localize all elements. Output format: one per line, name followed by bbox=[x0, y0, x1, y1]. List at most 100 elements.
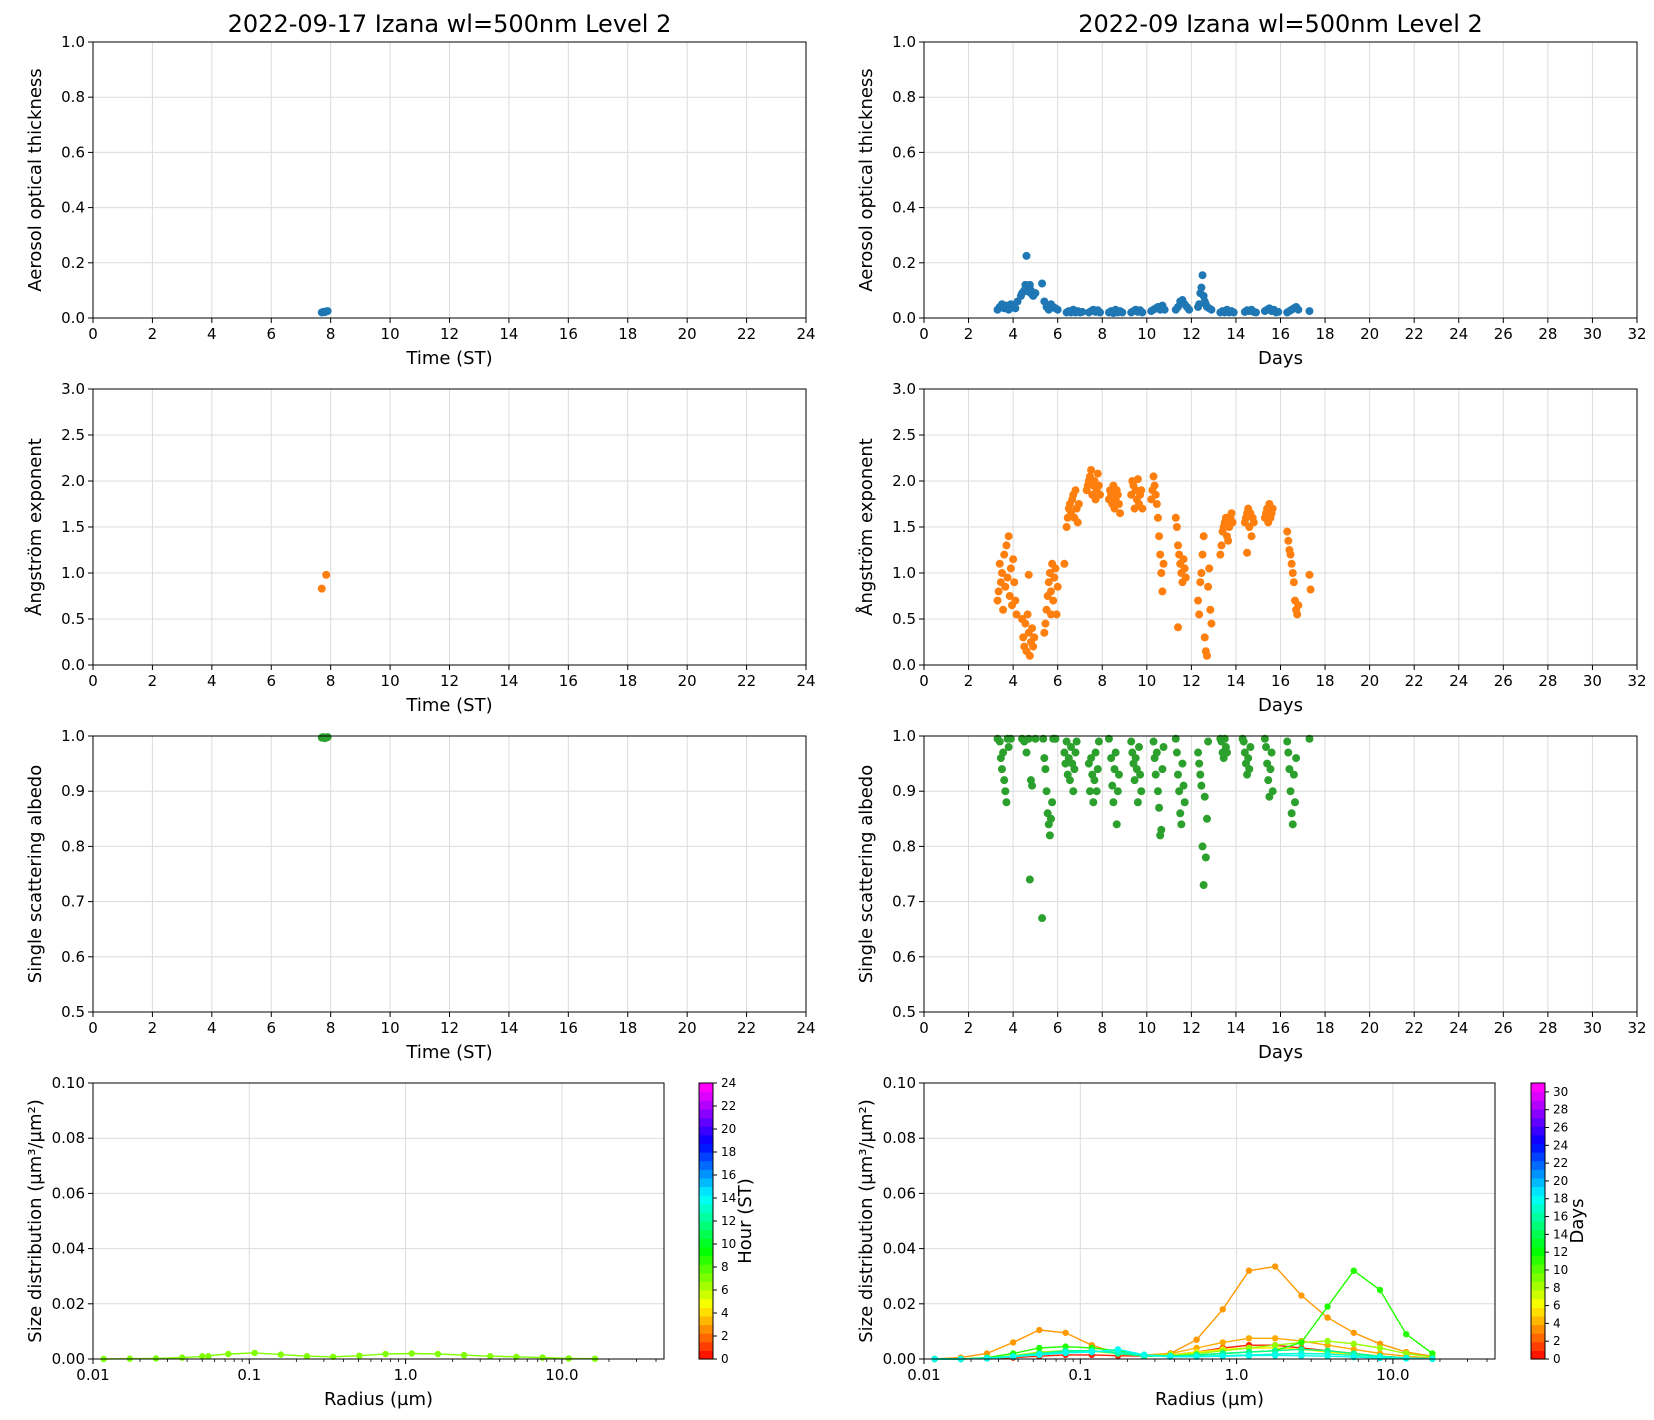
x-tick-label: 14 bbox=[499, 1019, 518, 1037]
x-tick-label: 2 bbox=[964, 325, 974, 343]
x-tick-label: 10.0 bbox=[545, 1366, 578, 1384]
colorbar-segment bbox=[699, 1281, 713, 1291]
data-point bbox=[1047, 814, 1056, 823]
data-point bbox=[1091, 748, 1100, 757]
chart-ae_day: 0 2 4 6 8 10 12 14 16 18 20 22 240.00.51.01.52.02.53… bbox=[24, 380, 816, 716]
data-point bbox=[1024, 734, 1033, 743]
data-point bbox=[1227, 509, 1236, 518]
x-tick-label: 12 bbox=[440, 325, 459, 343]
data-point bbox=[1044, 578, 1053, 587]
data-point bbox=[1180, 798, 1189, 807]
data-point bbox=[1114, 500, 1123, 508]
x-tick-label: 2 bbox=[964, 1019, 974, 1037]
data-point bbox=[1155, 803, 1164, 812]
x-axis-label: Time (ST) bbox=[405, 1042, 492, 1063]
colorbar-segment bbox=[1531, 1134, 1545, 1144]
data-point bbox=[1047, 587, 1056, 596]
colorbar-segment bbox=[1531, 1117, 1545, 1127]
x-tick-label: 22 bbox=[1405, 1019, 1424, 1037]
data-point bbox=[1284, 536, 1293, 545]
x-tick-label: 10 bbox=[1137, 1019, 1156, 1037]
y-tick-label: 0.0 bbox=[892, 309, 916, 327]
data-point bbox=[1022, 748, 1031, 757]
colorbar-tick-label: 0 bbox=[721, 1352, 729, 1366]
series-point bbox=[1350, 1267, 1357, 1274]
y-tick-label: 0.8 bbox=[61, 837, 85, 855]
data-point bbox=[1028, 781, 1037, 790]
x-tick-label: 6 bbox=[266, 672, 276, 690]
y-axis-label: Size distribution (µm³/µm²) bbox=[25, 1099, 46, 1342]
data-point bbox=[1118, 308, 1127, 317]
series-point bbox=[1271, 1342, 1279, 1349]
data-point bbox=[1052, 610, 1061, 619]
data-point bbox=[1160, 305, 1169, 314]
x-tick-label: 1.0 bbox=[1225, 1366, 1249, 1384]
x-tick-label: 0 bbox=[88, 672, 98, 690]
data-point bbox=[1152, 500, 1161, 508]
y-tick-label: 0.10 bbox=[52, 1074, 85, 1092]
x-tick-label: 30 bbox=[1583, 672, 1602, 690]
colorbar-tick-label: 22 bbox=[1553, 1156, 1568, 1170]
chart-title: 2022-09 Izana wl=500nm Level 2 bbox=[1078, 10, 1483, 38]
data-point bbox=[995, 559, 1004, 568]
data-point bbox=[994, 587, 1003, 596]
colorbar-segment bbox=[1531, 1315, 1545, 1326]
series-line bbox=[202, 1352, 596, 1360]
x-tick-label: 6 bbox=[1053, 1019, 1063, 1037]
x-tick-label: 8 bbox=[1097, 325, 1107, 343]
data-point bbox=[1287, 559, 1296, 568]
colorbar-tick-label: 24 bbox=[721, 1076, 736, 1090]
data-point bbox=[1003, 573, 1012, 582]
colorbar-segment bbox=[1531, 1255, 1545, 1265]
data-point bbox=[1266, 765, 1275, 774]
data-point bbox=[1038, 279, 1047, 288]
data-point bbox=[1060, 748, 1069, 757]
series-point bbox=[1324, 1337, 1331, 1345]
y-tick-label: 2.0 bbox=[61, 472, 85, 490]
data-point bbox=[1060, 559, 1069, 568]
data-point bbox=[1025, 651, 1034, 660]
data-point bbox=[1009, 555, 1018, 564]
x-tick-label: 4 bbox=[207, 672, 217, 690]
y-tick-label: 1.5 bbox=[61, 518, 85, 536]
colorbar-segment bbox=[699, 1221, 713, 1231]
data-point bbox=[317, 584, 326, 593]
colorbar-segment bbox=[699, 1264, 713, 1274]
colorbar-segment bbox=[1531, 1160, 1545, 1170]
colorbar-segment bbox=[699, 1324, 713, 1334]
data-point bbox=[1004, 532, 1013, 541]
grid bbox=[923, 1082, 1495, 1360]
data-point bbox=[1130, 776, 1139, 785]
colorbar-segment bbox=[699, 1315, 713, 1326]
series-point bbox=[1350, 1340, 1357, 1348]
data-point bbox=[1268, 504, 1277, 513]
data-point bbox=[1152, 748, 1161, 757]
x-tick-label: 10 bbox=[381, 672, 400, 690]
data-point bbox=[1074, 500, 1083, 508]
chart-title: 2022-09-17 Izana wl=500nm Level 2 bbox=[228, 10, 672, 38]
colorbar-segment bbox=[699, 1152, 713, 1162]
series-point bbox=[1271, 1335, 1279, 1342]
x-tick-label: 0 bbox=[88, 325, 98, 343]
x-tick-label: 8 bbox=[326, 325, 336, 343]
series-point bbox=[1167, 1353, 1174, 1360]
colorbar-segment bbox=[1531, 1100, 1545, 1110]
data-marks bbox=[993, 465, 1315, 660]
series-point bbox=[513, 1353, 520, 1360]
colorbar-segment bbox=[1531, 1350, 1545, 1360]
data-marks bbox=[100, 1349, 599, 1363]
colorbar-segment bbox=[1531, 1333, 1545, 1343]
data-point bbox=[1199, 532, 1208, 541]
series-point bbox=[1324, 1314, 1331, 1321]
y-tick-label: 0.9 bbox=[61, 782, 85, 800]
data-point bbox=[1198, 550, 1207, 559]
data-point bbox=[1159, 559, 1168, 568]
data-point bbox=[999, 748, 1008, 757]
data-point bbox=[1293, 610, 1302, 619]
series-point bbox=[1298, 1352, 1305, 1359]
y-tick-label: 0.06 bbox=[883, 1184, 916, 1202]
x-tick-label: 26 bbox=[1494, 672, 1513, 690]
data-point bbox=[1040, 628, 1049, 637]
data-point bbox=[1205, 564, 1214, 573]
